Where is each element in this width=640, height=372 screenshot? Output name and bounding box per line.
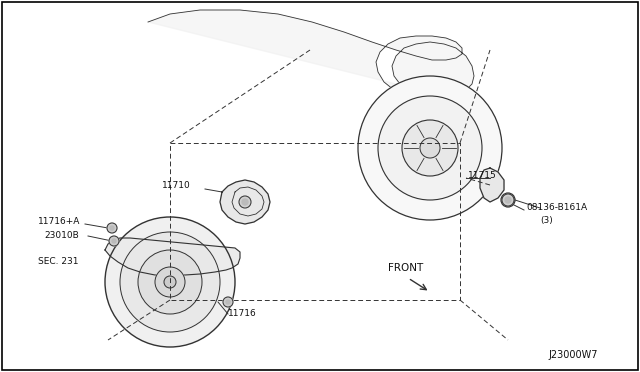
Circle shape <box>501 193 515 207</box>
Circle shape <box>138 250 202 314</box>
Polygon shape <box>105 238 240 275</box>
Polygon shape <box>220 180 270 224</box>
Text: FRONT: FRONT <box>388 263 423 273</box>
Circle shape <box>226 300 230 304</box>
Circle shape <box>105 217 235 347</box>
Circle shape <box>378 96 482 200</box>
Circle shape <box>112 239 116 243</box>
Circle shape <box>420 138 440 158</box>
Circle shape <box>505 197 511 203</box>
Text: SEC. 231: SEC. 231 <box>38 257 79 266</box>
Text: 11716: 11716 <box>228 310 257 318</box>
Text: 11716+A: 11716+A <box>38 218 81 227</box>
Text: J23000W7: J23000W7 <box>548 350 598 360</box>
Circle shape <box>107 223 117 233</box>
Text: 08136-B161A: 08136-B161A <box>526 203 587 212</box>
Circle shape <box>402 120 458 176</box>
Circle shape <box>120 232 220 332</box>
Circle shape <box>358 76 502 220</box>
Polygon shape <box>480 168 504 202</box>
Circle shape <box>242 199 248 205</box>
Circle shape <box>155 267 185 297</box>
Polygon shape <box>148 10 474 100</box>
Text: 23010B: 23010B <box>44 231 79 240</box>
Circle shape <box>110 226 114 230</box>
Text: 11710: 11710 <box>162 182 191 190</box>
Circle shape <box>223 297 233 307</box>
Circle shape <box>502 194 514 206</box>
Circle shape <box>239 196 251 208</box>
Circle shape <box>164 276 176 288</box>
Circle shape <box>109 236 119 246</box>
Text: 11715: 11715 <box>468 171 497 180</box>
Text: (3): (3) <box>540 215 553 224</box>
